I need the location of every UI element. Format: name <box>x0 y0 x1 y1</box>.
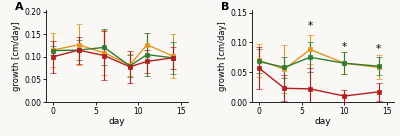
X-axis label: day: day <box>109 117 125 126</box>
X-axis label: day: day <box>315 117 331 126</box>
Text: B: B <box>221 2 229 12</box>
Text: *: * <box>376 44 381 55</box>
Y-axis label: growth [cm/day]: growth [cm/day] <box>218 21 227 91</box>
Text: *: * <box>308 21 313 31</box>
Text: *: * <box>342 41 347 52</box>
Y-axis label: growth [cm/day]: growth [cm/day] <box>12 21 21 91</box>
Text: A: A <box>15 2 23 12</box>
